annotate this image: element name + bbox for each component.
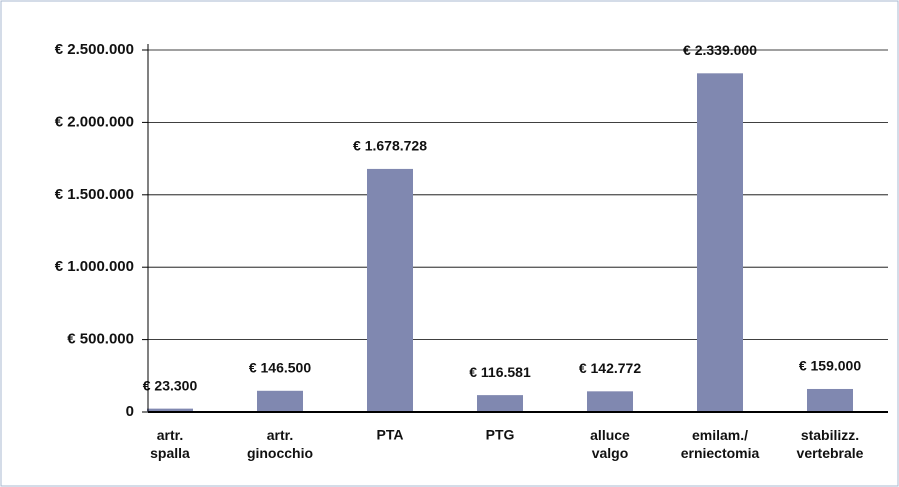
bar: [807, 388, 853, 412]
y-tick-label: € 2.500.000: [55, 41, 134, 58]
bar: [587, 391, 633, 412]
value-label: € 159.000: [799, 358, 861, 374]
x-tick-line: valgo: [592, 445, 629, 461]
x-tick-line: stabilizz.: [801, 427, 859, 443]
x-tick-label: PTA: [377, 427, 404, 443]
x-tick-line: alluce: [590, 427, 630, 443]
y-tick-label: € 1.500.000: [55, 186, 134, 203]
x-tick-label: alluce valgo: [590, 427, 630, 461]
bar: [477, 395, 523, 412]
bar: [367, 168, 413, 412]
value-label: € 2.339.000: [683, 42, 757, 58]
x-tick-line: erniectomia: [681, 445, 760, 461]
x-tick-line: spalla: [150, 445, 190, 461]
x-tick-line: emilam./: [692, 427, 748, 443]
y-tick-label: € 2.000.000: [55, 113, 134, 130]
bar: [257, 390, 303, 412]
y-tick-label: 0: [126, 403, 134, 420]
x-tick-label: artr. spalla: [150, 427, 190, 461]
bar: [697, 73, 743, 412]
x-tick-label: emilam./ erniectomia: [681, 427, 760, 461]
x-tick-label: stabilizz. vertebrale: [797, 427, 864, 461]
value-label: € 1.678.728: [353, 138, 427, 154]
x-tick-label: artr. ginocchio: [247, 427, 313, 461]
x-tick-line: artr.: [157, 427, 183, 443]
bar: [147, 408, 193, 412]
value-label: € 146.500: [249, 359, 311, 375]
y-tick-label: € 1.000.000: [55, 258, 134, 275]
value-label: € 116.581: [469, 364, 531, 380]
value-label: € 23.300: [143, 377, 198, 393]
x-tick-line: ginocchio: [247, 445, 313, 461]
x-tick-line: artr.: [267, 427, 293, 443]
y-tick-label: € 500.000: [67, 331, 134, 348]
value-label: € 142.772: [579, 360, 641, 376]
x-tick-label: PTG: [486, 427, 515, 443]
x-tick-line: vertebrale: [797, 445, 864, 461]
